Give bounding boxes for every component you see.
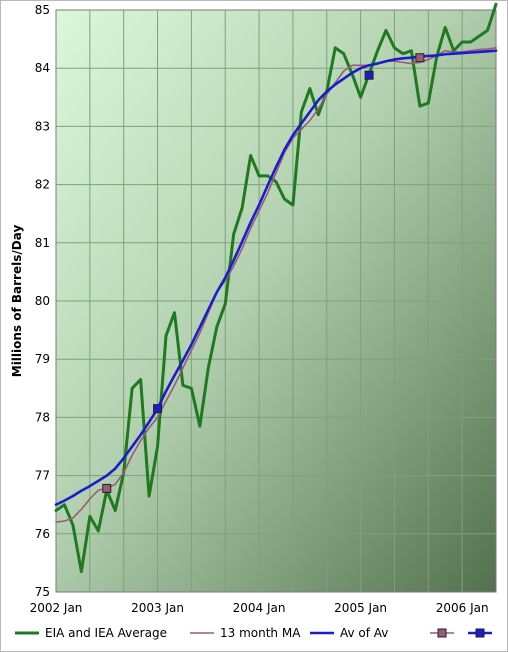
y-tick-label: 85 <box>35 3 50 17</box>
marker-2-point <box>153 404 163 414</box>
x-tick-label: 2004 Jan <box>233 601 286 615</box>
legend-marker-5 <box>475 628 485 638</box>
x-axis-ticks: 2002 Jan 2003 Jan 2004 Jan 2005 Jan 2006 Jan <box>30 601 489 615</box>
y-axis-ticks: 75 76 77 78 79 80 81 82 83 84 85 <box>35 3 50 599</box>
y-tick-label: 84 <box>35 61 50 75</box>
x-tick-label: 2006 Jan <box>436 601 489 615</box>
x-tick-label: 2002 Jan <box>30 601 83 615</box>
y-tick-label: 80 <box>35 294 50 308</box>
y-tick-label: 82 <box>35 178 50 192</box>
grid-lines <box>56 10 496 592</box>
y-tick-label: 83 <box>35 119 50 133</box>
y-tick-label: 79 <box>35 352 50 366</box>
series-markers <box>102 53 425 493</box>
y-tick-label: 78 <box>35 410 50 424</box>
legend: EIA and IEA Average 13 month MA Av of Av <box>15 626 492 640</box>
series-line-1 <box>54 2 498 574</box>
legend-marker-4 <box>437 628 447 638</box>
marker-1-point <box>415 53 425 63</box>
x-tick-label: 2003 Jan <box>131 601 184 615</box>
y-tick-label: 76 <box>35 527 50 541</box>
y-axis-label: Millions of Barrels/Day <box>10 225 24 378</box>
y-tick-label: 75 <box>35 585 50 599</box>
x-tick-label: 2005 Jan <box>334 601 387 615</box>
legend-label-1: EIA and IEA Average <box>45 626 167 640</box>
marker-1-point <box>102 483 112 493</box>
y-tick-label: 81 <box>35 236 50 250</box>
legend-label-3: Av of Av <box>340 626 388 640</box>
y-tick-label: 77 <box>35 469 50 483</box>
marker-2-point <box>364 70 374 80</box>
legend-label-2: 13 month MA <box>220 626 301 640</box>
